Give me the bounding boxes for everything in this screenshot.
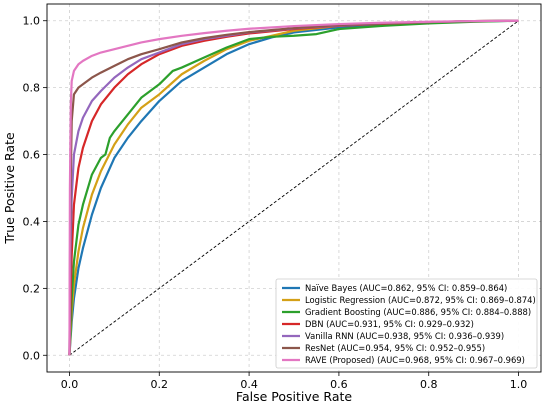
- legend-box: [275, 278, 538, 369]
- axis-ticks: 0.0 0.2 0.4 0.6 0.8 1.0 0.0 0.2 0.4 0.6 0.8 1.0: [23, 15, 528, 391]
- x-tick-label: 0.6: [330, 378, 348, 391]
- series-layer: [68, 19, 519, 356]
- legend-label: Logistic Regression (AUC=0.872, 95% CI: …: [305, 295, 536, 305]
- y-tick-label: 0.8: [23, 82, 41, 95]
- x-tick-label: 0.2: [151, 378, 169, 391]
- legend-label: DBN (AUC=0.931, 95% CI: 0.929–0.932): [305, 319, 474, 329]
- legend-label: Naïve Bayes (AUC=0.862, 95% CI: 0.859–0.…: [305, 283, 507, 293]
- y-tick-label: 0.6: [23, 149, 41, 162]
- y-axis-label: True Positive Rate: [2, 132, 17, 245]
- x-tick-label: 0.8: [420, 378, 438, 391]
- legend: Naïve Bayes (AUC=0.862, 95% CI: 0.859–0.…: [275, 278, 538, 369]
- x-tick-label: 0.4: [240, 378, 258, 391]
- x-tick-label: 1.0: [510, 378, 528, 391]
- y-tick-label: 0.0: [23, 349, 41, 362]
- x-axis-label: False Positive Rate: [236, 389, 352, 404]
- y-tick-label: 1.0: [23, 15, 41, 28]
- plot-frame: [46, 3, 542, 373]
- roc-curve-7: [68, 19, 519, 356]
- legend-label: Vanilla RNN (AUC=0.938, 95% CI: 0.936–0.…: [305, 331, 504, 341]
- legend-label: ResNet (AUC=0.954, 95% CI: 0.952–0.955): [305, 343, 485, 353]
- y-tick-label: 0.4: [23, 215, 41, 228]
- legend-label: Gradient Boosting (AUC=0.886, 95% CI: 0.…: [305, 307, 531, 317]
- y-tick-label: 0.2: [23, 282, 41, 295]
- chance-diagonal-line: [69, 20, 519, 356]
- legend-label: RAVE (Proposed) (AUC=0.968, 95% CI: 0.96…: [305, 355, 525, 365]
- x-tick-label: 0.0: [61, 378, 79, 391]
- roc-curve-3: [68, 19, 519, 356]
